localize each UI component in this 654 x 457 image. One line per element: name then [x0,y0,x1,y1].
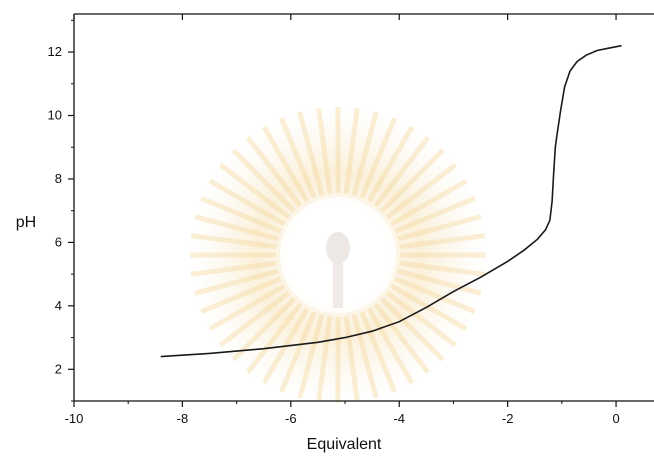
y-tick-label: 10 [48,108,62,123]
y-tick-label: 4 [55,298,62,313]
series-line [160,44,622,358]
y-axis-title: pH [16,214,36,231]
x-tick-label: -10 [65,411,84,426]
y-tick-label: 12 [48,44,62,59]
x-tick-label: -6 [285,411,297,426]
x-tick-label: -4 [393,411,405,426]
y-tick-label: 8 [55,171,62,186]
x-tick-label: -2 [502,411,514,426]
x-tick-label: 0 [612,411,619,426]
y-axis-ticks: 2 4 6 8 10 12 [48,19,74,402]
x-axis-ticks: -10 -8 -6 -4 -2 0 [65,14,620,426]
x-tick-label: -8 [177,411,189,426]
y-tick-label: 6 [55,234,62,249]
x-axis-title: Equivalent [307,436,382,453]
y-tick-label: 2 [55,361,62,376]
chart-axes [73,13,654,402]
